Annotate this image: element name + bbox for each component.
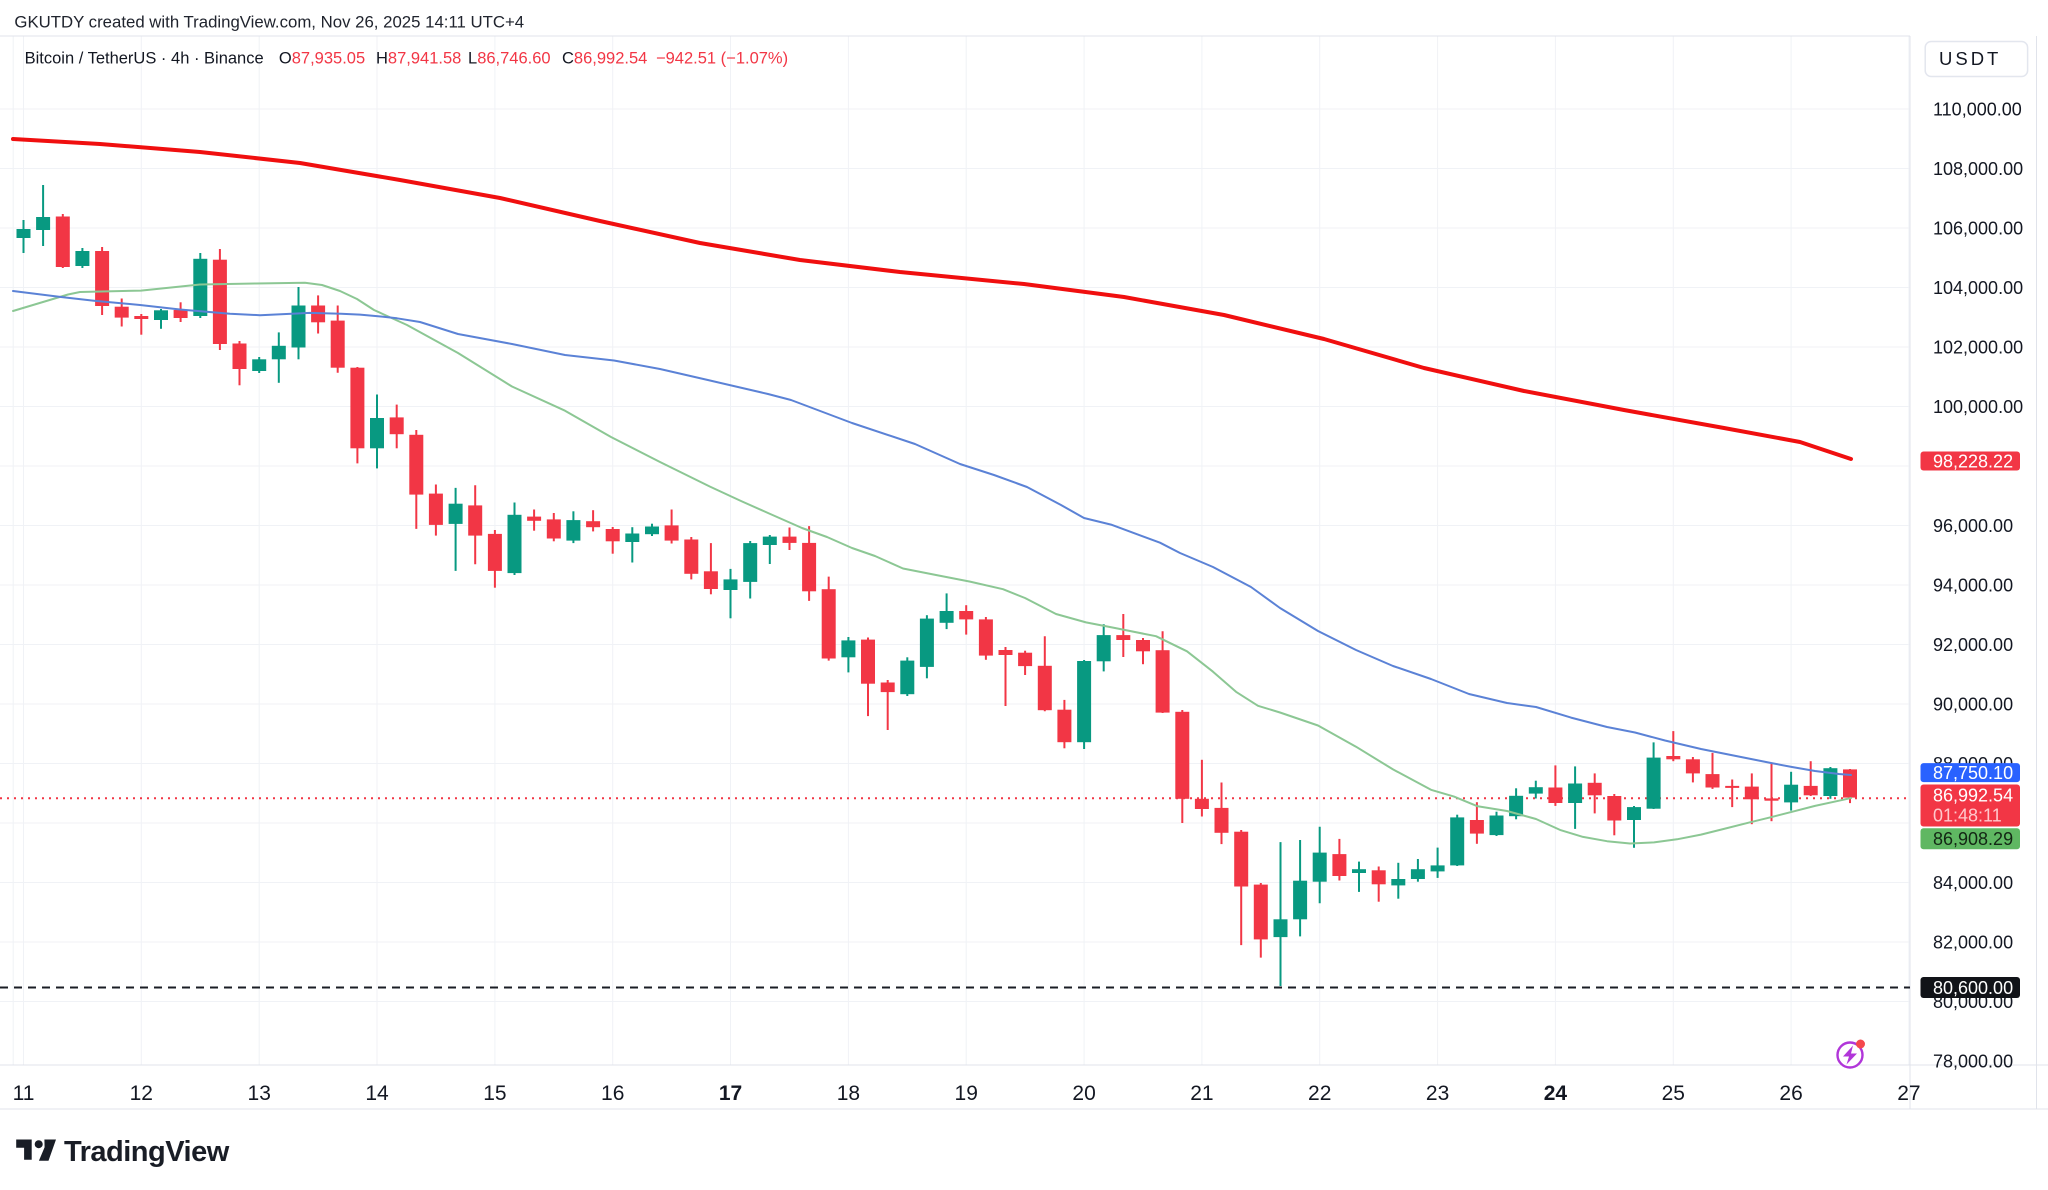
svg-text:26: 26 [1779, 1082, 1802, 1105]
svg-text:15: 15 [483, 1082, 506, 1105]
svg-text:17: 17 [719, 1082, 742, 1105]
svg-text:82,000.00: 82,000.00 [1933, 932, 2013, 952]
svg-text:80,600.00: 80,600.00 [1933, 978, 2013, 998]
svg-text:86,992.54: 86,992.54 [1933, 786, 2013, 806]
svg-text:106,000.00: 106,000.00 [1933, 218, 2023, 238]
svg-text:98,228.22: 98,228.22 [1933, 451, 2013, 471]
svg-text:84,000.00: 84,000.00 [1933, 873, 2013, 893]
svg-text:23: 23 [1426, 1082, 1449, 1105]
svg-text:Bitcoin / TetherUS · 4h · Bina: Bitcoin / TetherUS · 4h · Binance [25, 49, 264, 67]
svg-text:87,750.10: 87,750.10 [1933, 763, 2013, 783]
svg-text:104,000.00: 104,000.00 [1933, 278, 2023, 298]
svg-text:90,000.00: 90,000.00 [1933, 694, 2013, 714]
svg-text:92,000.00: 92,000.00 [1933, 635, 2013, 655]
svg-text:TradingView: TradingView [64, 1136, 230, 1168]
svg-text:−942.51 (−1.07%): −942.51 (−1.07%) [656, 49, 788, 67]
svg-text:16: 16 [601, 1082, 624, 1105]
svg-text:12: 12 [130, 1082, 153, 1105]
svg-text:20: 20 [1072, 1082, 1095, 1105]
svg-text:13: 13 [248, 1082, 271, 1105]
svg-text:14: 14 [365, 1082, 389, 1105]
svg-text:78,000.00: 78,000.00 [1933, 1051, 2013, 1071]
svg-text:18: 18 [837, 1082, 860, 1105]
svg-text:96,000.00: 96,000.00 [1933, 516, 2013, 536]
svg-text:11: 11 [13, 1082, 35, 1105]
svg-text:L86,746.60: L86,746.60 [468, 49, 551, 67]
svg-text:24: 24 [1544, 1082, 1568, 1105]
svg-text:110,000.00: 110,000.00 [1933, 99, 2022, 119]
svg-text:USDT: USDT [1939, 48, 2001, 69]
svg-text:102,000.00: 102,000.00 [1933, 337, 2023, 357]
svg-text:25: 25 [1662, 1082, 1685, 1105]
svg-text:C86,992.54: C86,992.54 [562, 49, 647, 67]
svg-text:O87,935.05: O87,935.05 [279, 49, 365, 67]
svg-text:GKUTDY created with TradingVie: GKUTDY created with TradingView.com, Nov… [14, 12, 524, 31]
svg-text:100,000.00: 100,000.00 [1933, 397, 2023, 417]
svg-text:H87,941.58: H87,941.58 [376, 49, 461, 67]
svg-text:94,000.00: 94,000.00 [1933, 575, 2013, 595]
svg-text:27: 27 [1897, 1082, 1920, 1105]
svg-text:108,000.00: 108,000.00 [1933, 159, 2023, 179]
svg-text:86,908.29: 86,908.29 [1933, 829, 2013, 849]
svg-text:21: 21 [1190, 1082, 1213, 1105]
svg-text:01:48:11: 01:48:11 [1933, 806, 2002, 826]
svg-text:19: 19 [955, 1082, 978, 1105]
svg-text:22: 22 [1308, 1082, 1331, 1105]
